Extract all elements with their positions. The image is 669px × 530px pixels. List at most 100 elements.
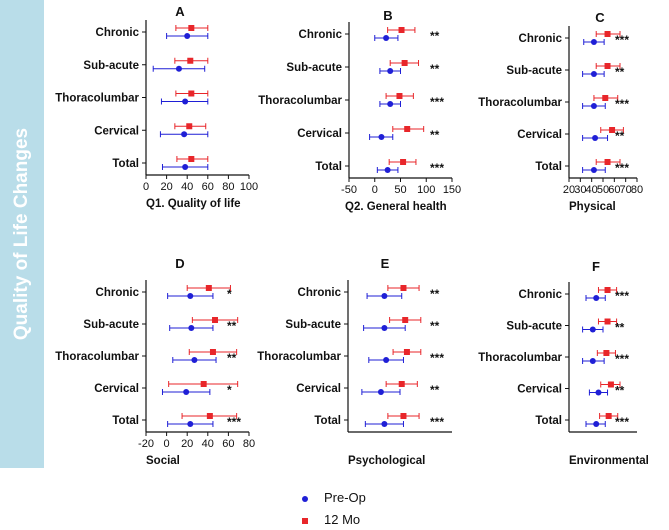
significance-marker: ** xyxy=(430,29,440,43)
pre-op-point xyxy=(187,421,194,427)
x-tick-label: 40 xyxy=(202,438,214,450)
legend-label: Pre-Op xyxy=(324,489,366,505)
12-mo-point xyxy=(604,63,611,69)
x-tick-label: -50 xyxy=(341,184,357,196)
category-label: Total xyxy=(535,161,562,173)
12-mo-point xyxy=(398,381,405,387)
pre-op-point xyxy=(381,421,388,427)
significance-marker: *** xyxy=(615,97,629,111)
pre-op-point xyxy=(381,325,388,331)
12-mo-point xyxy=(212,317,219,323)
x-tick-label: 20 xyxy=(563,184,575,196)
pre-op-point xyxy=(383,35,390,41)
12-mo-point xyxy=(186,123,193,130)
significance-marker: *** xyxy=(430,351,444,365)
category-label: Sub-acute xyxy=(506,65,562,77)
x-tick-label: 20 xyxy=(181,438,193,450)
category-label: Thoracolumbar xyxy=(55,93,139,105)
12-mo-point xyxy=(398,27,405,33)
pre-op-point xyxy=(592,135,599,141)
12-mo-point xyxy=(602,95,609,101)
category-label: Cervical xyxy=(517,384,562,396)
significance-marker: ** xyxy=(430,287,440,301)
circle-marker-icon xyxy=(300,490,310,505)
significance-marker: ** xyxy=(227,351,237,365)
legend-item-pre-op: Pre-Op xyxy=(300,486,366,508)
12-mo-point xyxy=(604,159,611,165)
x-tick-label: 0 xyxy=(372,184,378,196)
category-label: Cervical xyxy=(297,128,342,140)
x-tick-label: 80 xyxy=(243,438,255,450)
significance-marker: ** xyxy=(430,62,440,76)
legend-item-12-mo: 12 Mo xyxy=(300,508,366,530)
panel-letter: F xyxy=(592,259,600,274)
significance-marker: * xyxy=(227,383,232,397)
pre-op-point xyxy=(184,33,191,39)
category-label: Chronic xyxy=(96,287,140,299)
12-mo-point xyxy=(605,413,612,419)
significance-marker: *** xyxy=(615,352,629,366)
pre-op-point xyxy=(589,358,596,364)
12-mo-point xyxy=(604,31,611,37)
significance-marker: ** xyxy=(615,321,625,335)
pre-op-point xyxy=(384,167,391,173)
panel-letter: B xyxy=(383,8,392,23)
category-label: Thoracolumbar xyxy=(257,351,341,363)
pre-op-point xyxy=(378,134,385,140)
significance-marker: * xyxy=(227,287,232,301)
category-label: Sub-acute xyxy=(506,321,562,333)
x-axis-label: Q2. General health xyxy=(345,201,447,213)
significance-marker: *** xyxy=(615,415,629,429)
12-mo-point xyxy=(400,413,407,419)
12-mo-point xyxy=(609,127,616,133)
x-tick-label: 0 xyxy=(164,438,170,450)
pre-op-point xyxy=(383,357,390,363)
x-tick-label: 150 xyxy=(443,184,461,196)
panel-letter: D xyxy=(175,256,184,271)
12-mo-point xyxy=(604,287,611,293)
side-banner: Quality of Life Changes xyxy=(0,0,44,468)
pre-op-point xyxy=(191,357,198,363)
significance-marker: ** xyxy=(430,128,440,142)
panel-letter: E xyxy=(381,256,390,271)
12-mo-point xyxy=(188,90,195,97)
category-label: Sub-acute xyxy=(83,60,139,72)
x-tick-label: 40 xyxy=(586,184,598,196)
x-tick-label: -20 xyxy=(138,438,154,450)
legend: Pre-Op 12 Mo xyxy=(300,486,366,530)
significance-marker: *** xyxy=(615,289,629,303)
12-mo-point xyxy=(404,126,411,132)
12-mo-point xyxy=(402,317,409,323)
x-tick-label: 100 xyxy=(417,184,435,196)
pre-op-point xyxy=(183,389,190,395)
category-label: Chronic xyxy=(519,289,563,301)
significance-marker: *** xyxy=(430,95,444,109)
category-label: Thoracolumbar xyxy=(55,351,139,363)
12-mo-point xyxy=(206,413,213,419)
pre-op-point xyxy=(377,389,384,395)
12-mo-point xyxy=(401,60,408,66)
x-tick-label: 50 xyxy=(597,184,609,196)
x-tick-label: 40 xyxy=(181,181,193,193)
12-mo-point xyxy=(188,25,195,31)
panel-letter: A xyxy=(175,4,185,19)
significance-marker: ** xyxy=(615,384,625,398)
12-mo-point xyxy=(396,93,403,99)
x-tick-label: 30 xyxy=(574,184,586,196)
pre-op-point xyxy=(593,421,600,427)
x-tick-label: 80 xyxy=(222,181,234,193)
12-mo-point xyxy=(604,318,611,325)
x-axis-label: Psychological xyxy=(348,455,425,467)
pre-op-point xyxy=(181,131,188,138)
12-mo-point xyxy=(400,159,407,165)
category-label: Total xyxy=(112,415,139,427)
x-tick-label: 80 xyxy=(631,184,643,196)
significance-marker: *** xyxy=(615,161,629,175)
category-label: Total xyxy=(112,158,139,170)
category-label: Chronic xyxy=(519,33,563,45)
12-mo-point xyxy=(205,285,212,291)
pre-op-point xyxy=(387,68,394,74)
12-mo-point xyxy=(607,381,614,388)
pre-op-point xyxy=(590,167,597,173)
category-label: Thoracolumbar xyxy=(478,352,562,364)
